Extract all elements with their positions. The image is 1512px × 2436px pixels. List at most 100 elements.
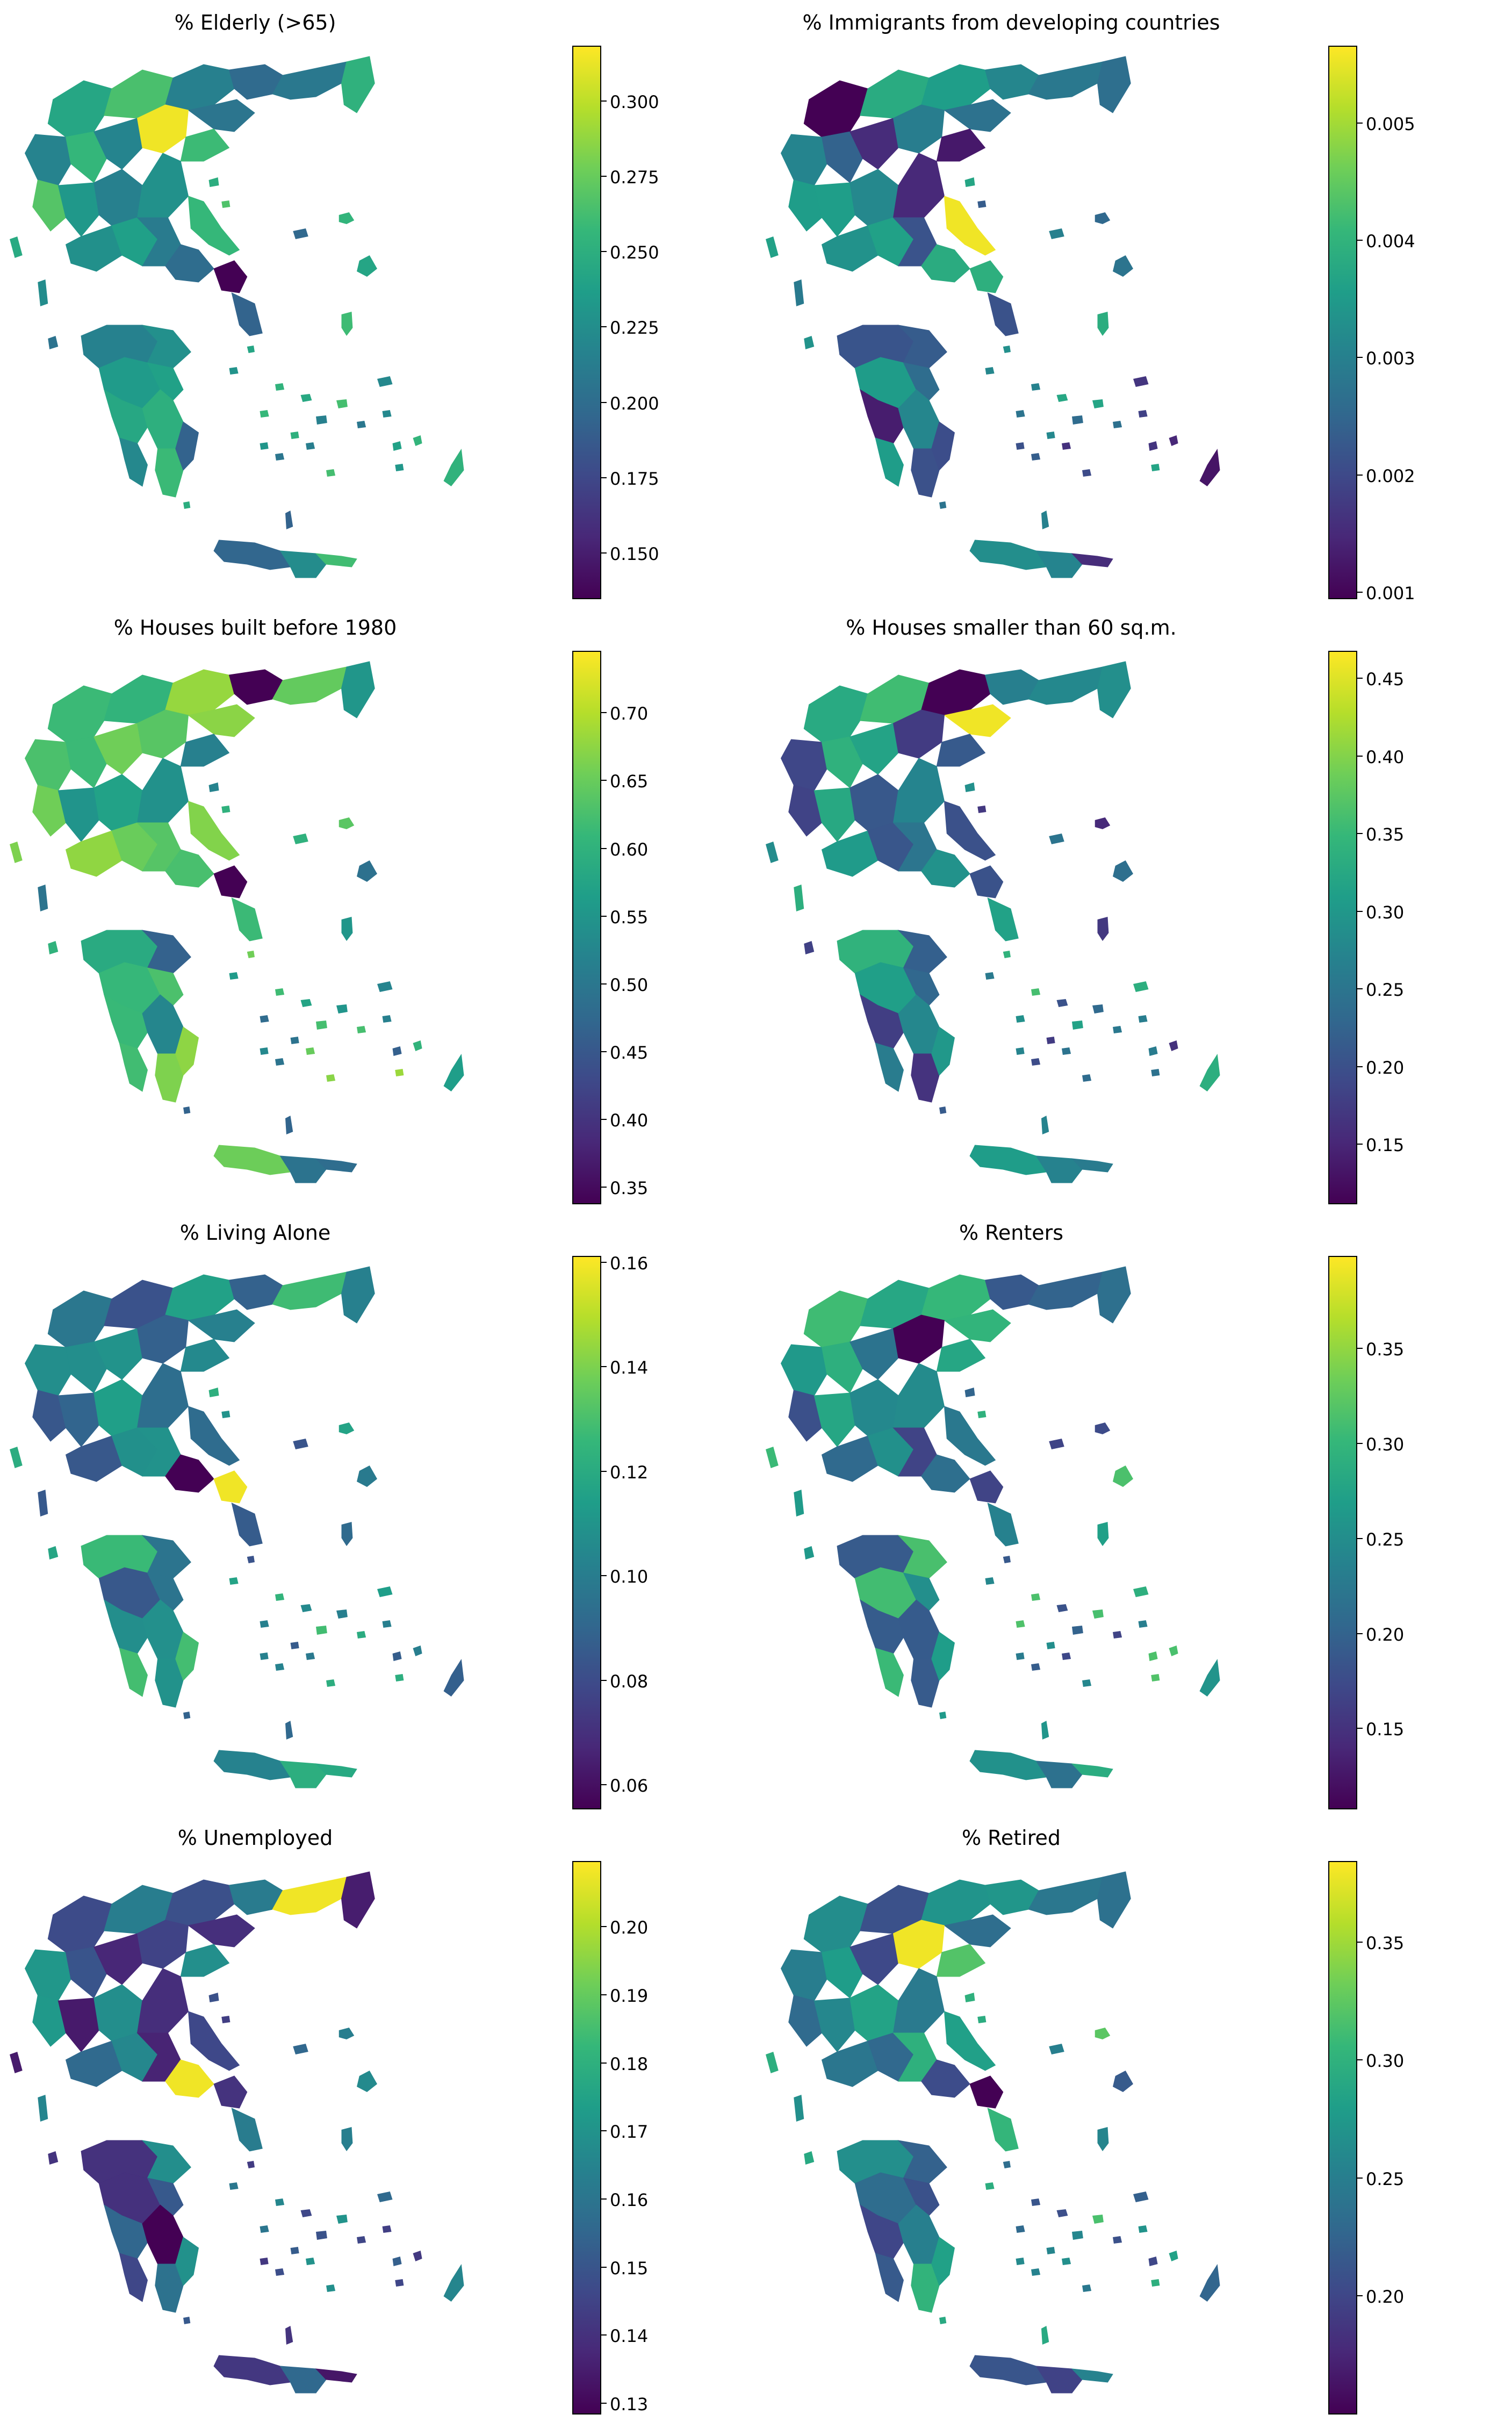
region-polygon	[931, 421, 955, 471]
map-panel: % Retired 0.20 0.25 0.30 0.35	[756, 1815, 1512, 2424]
island-polygon	[300, 2209, 312, 2217]
island-polygon	[208, 177, 219, 187]
colorbar-tick-label: 0.15	[1366, 1135, 1405, 1156]
island-polygon	[38, 885, 48, 911]
region-polygon	[987, 292, 1019, 336]
island-polygon	[1049, 2044, 1064, 2054]
island-polygon	[208, 1388, 219, 1397]
colorbar-tick-label: 0.17	[610, 2122, 649, 2143]
island-polygon	[1003, 2161, 1011, 2168]
region-polygon	[47, 1895, 112, 1953]
island-polygon	[336, 2215, 348, 2224]
island-polygon	[985, 1577, 995, 1585]
island-polygon	[326, 1679, 336, 1687]
region-polygon	[849, 1933, 899, 1985]
island-polygon	[290, 1037, 299, 1044]
island-polygon	[977, 806, 987, 813]
island-polygon	[1169, 1645, 1178, 1656]
island-polygon	[300, 1604, 312, 1612]
island-polygon	[443, 1054, 464, 1091]
colorbar-tick-label: 0.30	[1366, 2051, 1405, 2072]
island-polygon	[395, 2279, 404, 2287]
island-polygon	[38, 1490, 48, 1517]
island-polygon	[260, 1652, 269, 1660]
island-polygon	[339, 212, 355, 224]
island-polygon	[1148, 2257, 1158, 2266]
panel-title: % Immigrants from developing countries	[802, 11, 1220, 34]
colorbar-tick-label: 0.20	[610, 1917, 649, 1938]
region-polygon	[969, 865, 1004, 899]
map-panel: % Unemployed 0.13 0.14 0.15 0.16 0.17 0.18 0.19…	[0, 1815, 756, 2424]
region-polygon	[65, 131, 107, 183]
region-polygon	[341, 56, 375, 113]
colorbar-tick-label: 0.55	[610, 907, 649, 928]
island-polygon	[1138, 1015, 1148, 1023]
island-polygon	[326, 1074, 336, 1082]
island-polygon	[1062, 1047, 1071, 1055]
region-polygon	[213, 865, 248, 899]
island-polygon	[1113, 1631, 1122, 1639]
region-polygon	[944, 2011, 996, 2071]
region-polygon	[931, 2237, 955, 2286]
island-polygon	[1041, 1116, 1049, 1134]
region-polygon	[892, 1363, 945, 1428]
island-polygon	[939, 1712, 947, 1719]
island-polygon	[208, 782, 219, 792]
region-polygon	[849, 1984, 899, 2042]
island-polygon	[221, 1411, 231, 1418]
region-polygon	[903, 2178, 940, 2216]
island-polygon	[804, 941, 815, 954]
island-polygon	[395, 1674, 404, 1682]
choropleth-map	[10, 56, 464, 578]
island-polygon	[1046, 1642, 1055, 1649]
colorbar-tick-label: 0.40	[610, 1110, 649, 1131]
island-polygon	[260, 1620, 269, 1628]
region-polygon	[969, 2355, 1047, 2385]
island-polygon	[306, 2258, 315, 2265]
region-polygon	[1071, 1158, 1113, 1173]
island-polygon	[382, 2225, 392, 2233]
region-polygon	[341, 1871, 375, 1929]
region-polygon	[987, 2108, 1019, 2152]
region-polygon	[57, 1997, 99, 2052]
region-polygon	[859, 389, 904, 444]
region-polygon	[32, 179, 67, 232]
region-polygon	[821, 830, 879, 877]
island-polygon	[10, 1447, 23, 1468]
island-polygon	[939, 1106, 947, 1114]
island-polygon	[804, 1546, 815, 1560]
region-polygon	[315, 553, 357, 567]
island-polygon	[300, 394, 312, 402]
region-polygon	[231, 292, 263, 336]
region-polygon	[136, 153, 189, 218]
island-polygon	[1138, 410, 1148, 418]
island-polygon	[1097, 312, 1109, 336]
island-polygon	[1062, 442, 1071, 450]
region-polygon	[119, 2253, 148, 2302]
region-polygon	[65, 1341, 107, 1393]
region-polygon	[788, 179, 823, 232]
island-polygon	[804, 2151, 815, 2165]
island-polygon	[1113, 1026, 1122, 1033]
island-polygon	[183, 1712, 191, 1719]
colorbar: 0.20 0.25 0.30 0.35	[1328, 1861, 1404, 2415]
region-polygon	[103, 2204, 148, 2259]
panel-title: % Houses built before 1980	[113, 616, 397, 639]
choropleth-map	[766, 56, 1220, 578]
region-polygon	[1028, 61, 1103, 100]
region-polygon	[65, 830, 123, 877]
region-polygon	[32, 785, 67, 837]
region-polygon	[875, 437, 904, 487]
island-polygon	[260, 2225, 269, 2233]
island-polygon	[275, 453, 285, 461]
island-polygon	[1016, 442, 1025, 450]
region-polygon	[24, 134, 71, 186]
colorbar-tick-label: 0.20	[1366, 2286, 1405, 2307]
colorbar-tick-label: 0.16	[610, 2190, 649, 2210]
island-polygon	[1016, 2258, 1025, 2265]
island-polygon	[316, 1626, 327, 1635]
colorbar-tick-label: 0.10	[610, 1566, 649, 1587]
island-polygon	[1082, 469, 1092, 477]
island-polygon	[1113, 2071, 1133, 2092]
island-polygon	[1049, 833, 1064, 844]
